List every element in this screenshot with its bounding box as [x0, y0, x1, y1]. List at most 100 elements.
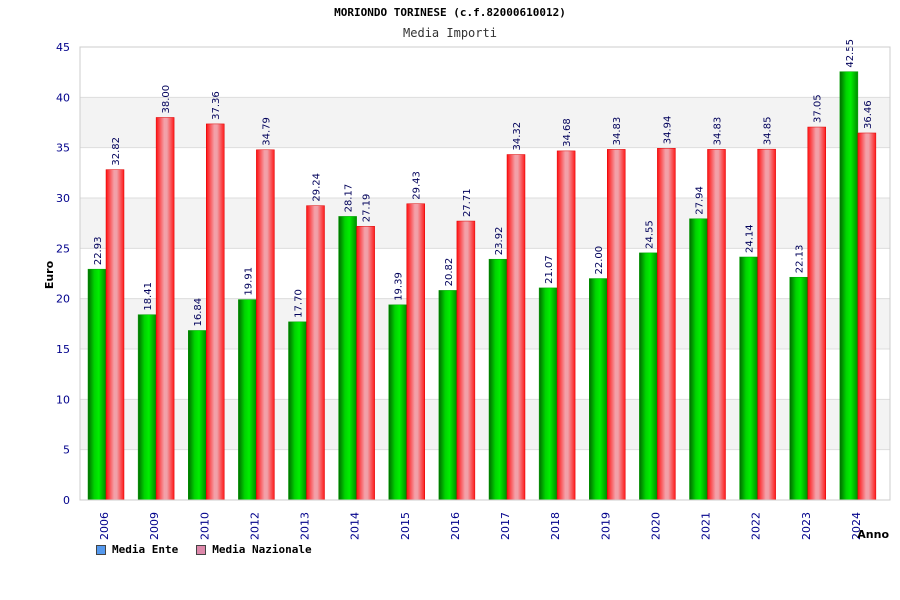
y-tick-label: 10 [56, 393, 70, 406]
data-label: 21.07 [544, 255, 555, 284]
data-label: 34.85 [763, 117, 774, 146]
x-tick-label: 2021 [700, 512, 713, 540]
bar-media-ente-2017 [488, 258, 508, 501]
legend-item-media-nazionale: Media Nazionale [196, 543, 312, 556]
x-tick-label: 2020 [649, 512, 662, 540]
bar-media-ente-2021 [689, 218, 708, 501]
x-tick-label: 2009 [148, 512, 161, 540]
data-label: 29.24 [312, 173, 323, 202]
data-label: 27.71 [462, 188, 473, 217]
data-label: 22.13 [795, 245, 806, 274]
data-label: 27.94 [695, 186, 706, 215]
legend-item-media-ente: Media Ente [96, 543, 178, 556]
x-tick-label: 2006 [98, 512, 111, 540]
bar-media-nazionale-2016 [456, 220, 476, 501]
chart-title: MORIONDO TORINESE (c.f.82000610012) [334, 6, 566, 19]
bar-media-nazionale-2019 [607, 149, 626, 501]
data-label: 20.82 [444, 258, 455, 287]
x-tick-label: 2017 [499, 512, 512, 540]
bar-media-ente-2013 [288, 321, 307, 501]
x-tick-label: 2016 [449, 512, 462, 540]
bar-media-nazionale-2006 [105, 169, 125, 501]
y-tick-label: 30 [56, 192, 70, 205]
data-label: 42.55 [845, 39, 856, 68]
data-label: 22.93 [93, 237, 104, 266]
data-label: 29.43 [412, 171, 423, 200]
bar-media-nazionale-2013 [306, 205, 325, 501]
bar-media-nazionale-2024 [857, 132, 877, 501]
data-label: 37.05 [813, 94, 824, 123]
bar-media-nazionale-2012 [256, 149, 275, 501]
legend-swatch-media-nazionale [196, 544, 207, 555]
y-tick-label: 40 [56, 91, 70, 104]
data-label: 34.68 [562, 118, 573, 147]
y-tick-label: 5 [63, 444, 70, 457]
legend-label-media-nazionale: Media Nazionale [212, 543, 312, 556]
x-tick-label: 2013 [299, 512, 312, 540]
data-label: 37.36 [211, 91, 222, 120]
x-tick-label: 2010 [198, 512, 211, 540]
bar-media-nazionale-2021 [707, 149, 726, 501]
bar-media-ente-2023 [789, 276, 808, 501]
data-label: 23.92 [494, 227, 505, 256]
data-label: 24.14 [745, 224, 756, 253]
bar-media-ente-2014 [338, 216, 357, 501]
chart-subtitle: Media Importi [403, 26, 497, 40]
bar-media-ente-2024 [839, 71, 859, 501]
bar-media-ente-2016 [438, 290, 458, 501]
bar-media-ente-2022 [739, 256, 758, 501]
bar-media-nazionale-2017 [506, 154, 526, 501]
bar-media-ente-2019 [589, 278, 608, 501]
y-tick-label: 45 [56, 41, 70, 54]
plot-frame [79, 46, 891, 501]
legend-label-media-ente: Media Ente [112, 543, 179, 556]
x-tick-label: 2022 [750, 512, 763, 540]
x-axis-title: Anno [857, 528, 889, 541]
data-label: 16.84 [193, 298, 204, 327]
data-label: 17.70 [294, 289, 305, 318]
data-label: 38.00 [161, 85, 172, 114]
y-axis-title: Euro [43, 260, 56, 289]
y-tick-label: 20 [56, 293, 70, 306]
x-tick-label: 2014 [349, 512, 362, 540]
data-label: 34.83 [612, 117, 623, 146]
bar-media-nazionale-2014 [356, 226, 375, 501]
data-label: 34.83 [713, 117, 724, 146]
x-tick-label: 2018 [549, 512, 562, 540]
chart-legend: Media Ente Media Nazionale [96, 543, 312, 556]
x-tick-label: 2012 [248, 512, 261, 540]
y-tick-label: 15 [56, 343, 70, 356]
legend-swatch-media-ente [96, 544, 106, 555]
bar-media-ente-2020 [639, 252, 658, 501]
data-label: 27.19 [362, 194, 373, 223]
data-label: 28.17 [344, 184, 355, 213]
bar-media-ente-2015 [388, 304, 407, 501]
x-tick-label: 2023 [800, 512, 813, 540]
bar-media-nazionale-2018 [556, 150, 576, 501]
x-tick-label: 2019 [599, 512, 612, 540]
x-tick-label: 2024 [850, 512, 863, 540]
grid-band [80, 47, 890, 98]
data-label: 19.91 [243, 267, 254, 296]
data-label: 32.82 [111, 137, 122, 166]
y-tick-label: 25 [56, 242, 70, 255]
data-label: 34.32 [512, 122, 523, 151]
bar-media-nazionale-2010 [206, 123, 225, 501]
data-label: 18.41 [143, 282, 154, 311]
data-label: 34.94 [662, 116, 673, 145]
y-tick-label: 35 [56, 142, 70, 155]
data-label: 34.79 [261, 117, 272, 146]
bar-media-nazionale-2022 [757, 148, 776, 501]
bar-media-nazionale-2020 [657, 148, 676, 501]
data-label: 22.00 [594, 246, 605, 275]
bar-media-ente-2006 [87, 268, 107, 501]
bar-media-ente-2018 [538, 287, 558, 501]
data-label: 24.55 [644, 220, 655, 249]
bar-media-nazionale-2015 [406, 203, 425, 501]
bar-media-ente-2012 [238, 299, 257, 501]
x-tick-label: 2015 [399, 512, 412, 540]
bar-media-nazionale-2023 [807, 126, 826, 501]
y-tick-label: 0 [63, 494, 70, 507]
